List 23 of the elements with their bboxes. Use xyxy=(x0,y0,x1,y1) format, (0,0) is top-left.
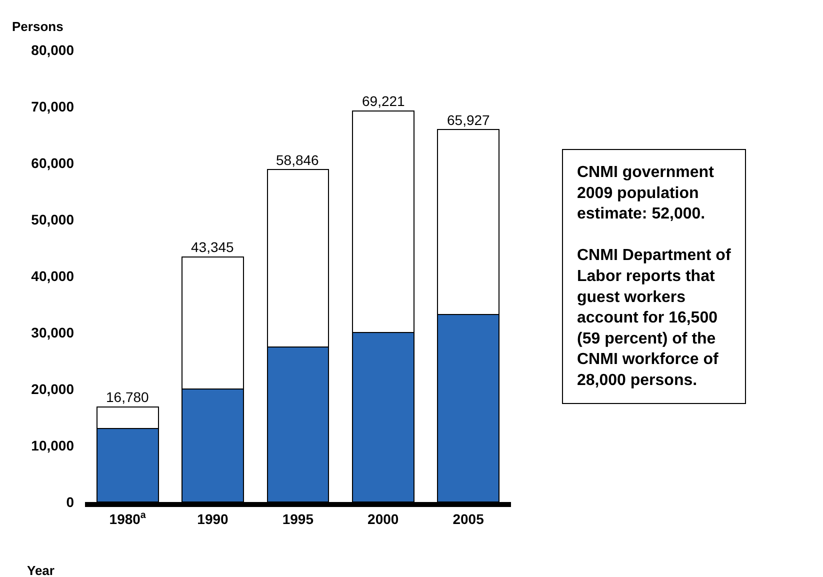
x-tick-label: 1980$^{a}$ xyxy=(109,510,146,527)
total-label: 65,927 xyxy=(447,112,490,128)
y-tick-label: 50,000 xyxy=(31,211,74,228)
text: CNMI Department of Labor reports that guest workers account for 16,500 (59 percent) of the CNMI workforce of 28,000 persons. xyxy=(577,247,732,389)
x-tick-label: 2000 xyxy=(368,510,399,527)
y-axis-title: Persons xyxy=(12,19,64,34)
y-tick-label: 0 xyxy=(66,494,74,510)
y-tick-label: 30,000 xyxy=(31,324,74,340)
y-tick-label: 40,000 xyxy=(31,268,74,284)
total-label: 43,345 xyxy=(191,239,234,255)
total-label: 69,221 xyxy=(362,93,406,109)
y-tick-label: 80,000 xyxy=(31,42,74,58)
x-axis-title: Year xyxy=(27,563,54,577)
y-tick-label: 10,000 xyxy=(31,437,74,454)
total-label: 16,780 xyxy=(106,389,150,405)
y-tick-label: 60,000 xyxy=(31,154,74,171)
text: CNMI government 2009 population estimate: 52,000. xyxy=(577,164,715,223)
y-tick-label: 70,000 xyxy=(31,98,74,114)
x-tick-label: 1990 xyxy=(197,510,229,527)
x-tick-label: 1995 xyxy=(282,510,314,527)
y-tick-label: 20,000 xyxy=(31,380,74,397)
x-tick-label: 2005 xyxy=(452,510,484,527)
total-label: 58,846 xyxy=(276,152,320,168)
